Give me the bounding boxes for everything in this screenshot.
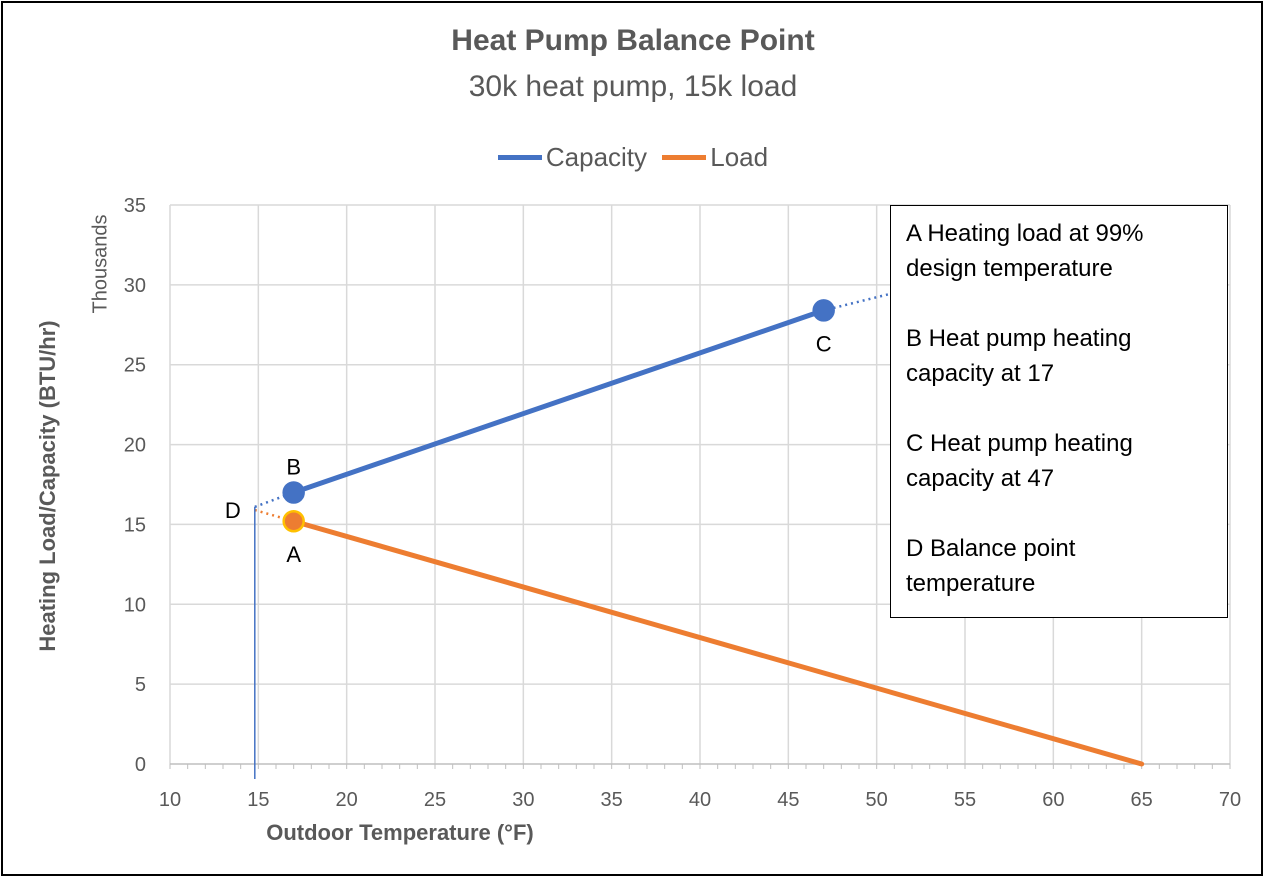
x-tick-label-30: 30 [512,789,534,811]
annotation-c: C Heat pump heating capacity at 47 [906,426,1217,496]
x-tick-label-50: 50 [866,789,888,811]
tick-labels: 10 15 20 25 30 35 40 45 50 55 60 65 70 0 5 10 15 20 25 30 35 [124,195,1241,811]
y-tick-label-30: 30 [124,275,146,297]
point-a-marker [282,509,305,533]
annotation-d-line1: D Balance point [906,535,1076,562]
point-a-label: A [286,542,301,567]
y-tick-label-25: 25 [124,355,146,377]
annotation-b-line1: B Heat pump heating [906,325,1132,352]
annotation-a: A Heating load at 99% design temperature [906,216,1217,286]
x-tick-label-10: 10 [159,789,181,811]
annotation-a-line2: design temperature [906,255,1113,282]
annotation-b-line2: capacity at 17 [906,360,1055,387]
y-tick-label-20: 20 [124,435,146,457]
y-tick-label-0: 0 [135,754,146,776]
annotation-a-line1: A Heating load at 99% [906,220,1144,247]
annotation-box: A Heating load at 99% design temperature… [890,205,1228,618]
point-b-marker [282,481,305,504]
y-tick-label-5: 5 [135,674,146,696]
legend-swatch-load [662,155,707,160]
annotation-b: B Heat pump heating capacity at 17 [906,321,1217,391]
point-c-marker [812,299,835,322]
markers-layer: A B C D [225,299,835,567]
y-tick-label-10: 10 [124,594,146,616]
x-axis-title: Outdoor Temperature (°F) [0,820,1266,846]
y-tick-label-35: 35 [124,195,146,217]
series-load-line [291,518,1145,767]
point-d-label: D [225,498,241,523]
annotation-c-line1: C Heat pump heating [906,430,1133,457]
x-tick-label-55: 55 [954,789,976,811]
axes [169,763,1231,769]
x-tick-label-45: 45 [777,789,799,811]
x-tick-label-70: 70 [1219,789,1241,811]
x-tick-label-65: 65 [1131,789,1153,811]
point-c-label: C [816,331,832,356]
series-capacity-line [291,307,827,495]
y-tick-label-15: 15 [124,514,146,536]
x-tick-label-60: 60 [1042,789,1064,811]
legend-label-capacity: Capacity [545,142,648,172]
x-tick-label-25: 25 [424,789,446,811]
legend-item-load: Load [662,142,768,173]
chart-subtitle: 30k heat pump, 15k load [468,70,798,103]
chart-title: Heat Pump Balance Point [451,24,815,57]
x-tick-label-20: 20 [336,789,358,811]
point-b-label: B [286,454,301,479]
annotation-d-line2: temperature [906,570,1036,597]
x-tick-label-40: 40 [689,789,711,811]
x-tick-label-15: 15 [247,789,269,811]
x-axis-title-text: Outdoor Temperature (°F) [266,820,534,845]
legend-item-capacity: Capacity [497,142,648,173]
legend-label-load: Load [710,142,769,172]
annotation-c-line2: capacity at 47 [906,465,1055,492]
series-layer [254,291,1145,779]
annotation-d: D Balance point temperature [906,531,1217,601]
x-tick-label-35: 35 [601,789,623,811]
legend: Capacity Load [0,136,1266,173]
legend-swatch-capacity [497,155,542,160]
series-load-trend [254,508,295,523]
